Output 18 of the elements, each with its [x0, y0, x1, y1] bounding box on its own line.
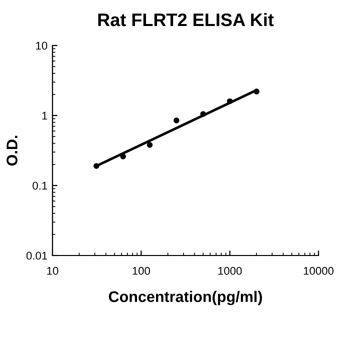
point: [226, 98, 233, 104]
y-tick-label: 0.1: [32, 182, 48, 190]
y-tick-label: 0.01: [26, 252, 48, 260]
point: [120, 154, 126, 160]
chart-title: Rat FLRT2 ELISA Kit: [98, 12, 274, 26]
point: [93, 163, 100, 169]
x-tick-label: 10: [47, 266, 58, 275]
point: [146, 142, 153, 148]
x-tick-label: 1000: [218, 266, 242, 275]
x-tick-label: 10000: [304, 266, 334, 275]
point: [174, 118, 180, 124]
x-tick-label: 100: [132, 266, 150, 275]
y-axis-title: O.D.: [6, 136, 18, 166]
x-axis-title: Concentration(pg/ml): [108, 290, 262, 306]
y-tick-label: 10: [36, 42, 48, 50]
point: [254, 88, 260, 94]
point: [200, 111, 206, 117]
y-tick-label: 1: [42, 112, 48, 120]
